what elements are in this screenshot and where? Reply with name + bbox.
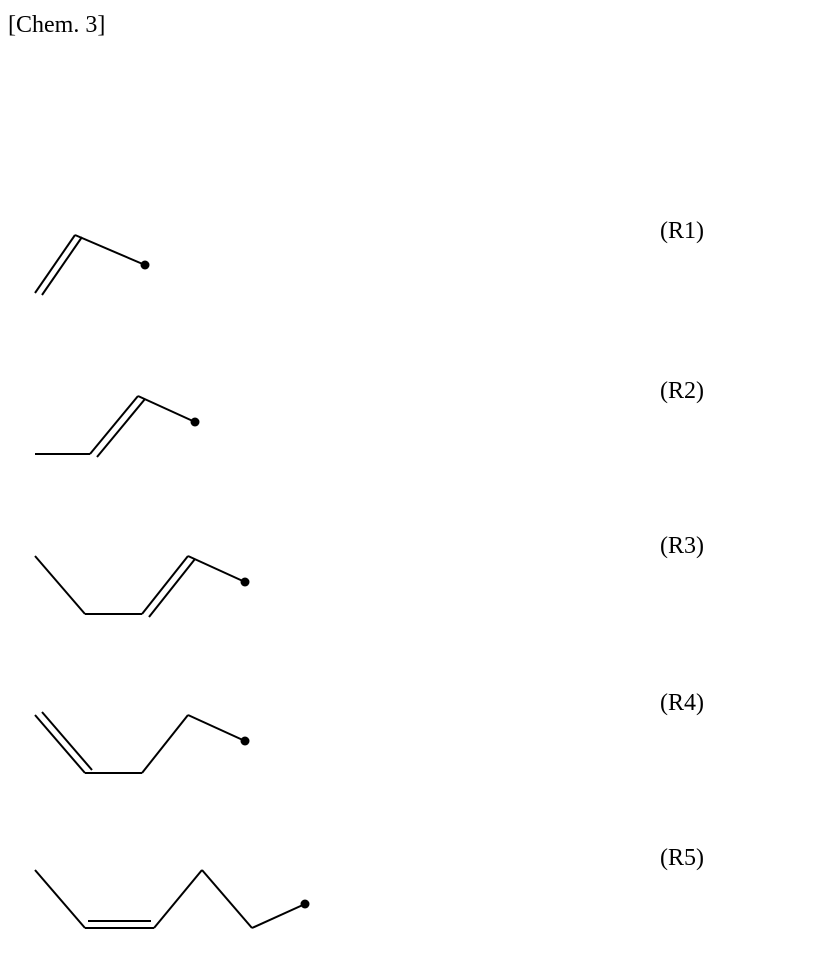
structure-r2 bbox=[30, 382, 230, 467]
structure-r1 bbox=[30, 210, 190, 310]
label-r4: (R4) bbox=[660, 690, 704, 717]
label-r3: (R3) bbox=[660, 533, 704, 560]
label-r5: (R5) bbox=[660, 845, 704, 872]
label-r2: (R2) bbox=[660, 378, 704, 405]
structure-r5 bbox=[30, 850, 330, 940]
structure-r3 bbox=[30, 536, 270, 626]
figure-header: [Chem. 3] bbox=[8, 12, 105, 39]
structure-r4 bbox=[30, 695, 270, 785]
label-r1: (R1) bbox=[660, 218, 704, 245]
chem-figure-page: [Chem. 3] (R1) (R2) (R3) bbox=[0, 0, 825, 962]
